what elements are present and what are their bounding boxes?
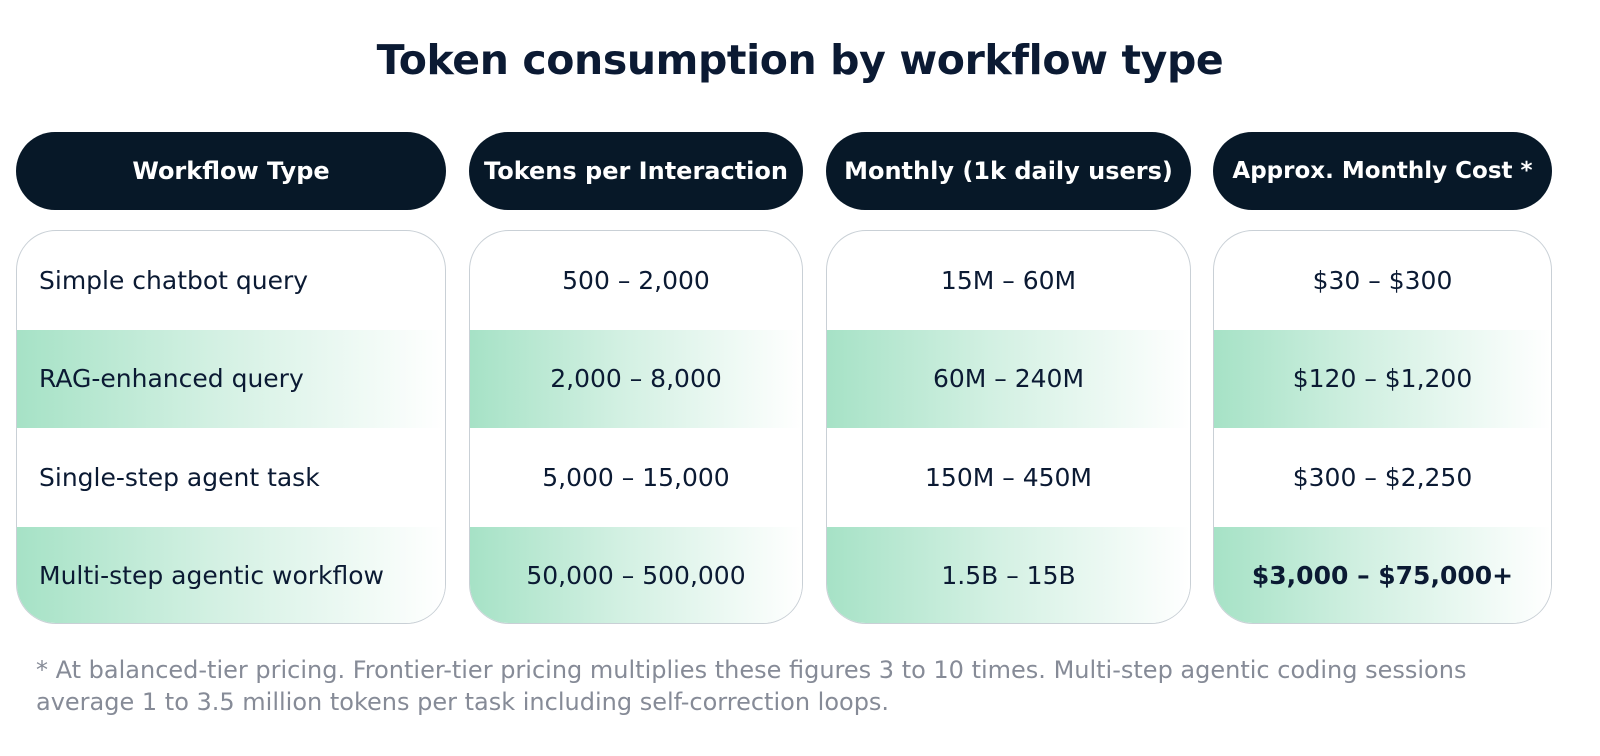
table-cell: Simple chatbot query (39, 265, 309, 295)
column-monthly-tokens: Monthly (1k daily users) 15M – 60M 60M –… (826, 132, 1191, 624)
column-tokens-per-interaction: Tokens per Interaction 500 – 2,000 2,000… (469, 132, 803, 624)
table-cell: 150M – 450M (925, 462, 1092, 492)
table-cell-highlight: $3,000 – $75,000+ (1214, 526, 1551, 623)
footnote: * At balanced-tier pricing. Frontier-tie… (36, 656, 1467, 716)
column-header-tokens-per-interaction: Tokens per Interaction (469, 132, 803, 210)
table-cell: Multi-step agentic workflow (17, 526, 445, 623)
table-cell: $300 – $2,250 (1292, 462, 1473, 492)
table-cell: RAG-enhanced query (17, 329, 445, 428)
column-workflow-type: Workflow Type Simple chatbot query RAG-e… (16, 132, 446, 624)
table-cell: 500 – 2,000 (562, 265, 710, 295)
column-header-monthly-tokens: Monthly (1k daily users) (826, 132, 1191, 210)
table-cell: 60M – 240M (827, 329, 1190, 428)
table-cell: $120 – $1,200 (1214, 329, 1551, 428)
table-cell: Single-step agent task (39, 462, 320, 492)
table-cell: 5,000 – 15,000 (542, 462, 730, 492)
column-body-monthly-tokens: 15M – 60M 60M – 240M 150M – 450M 1.5B – … (826, 230, 1191, 624)
table-cell: 50,000 – 500,000 (470, 526, 802, 623)
column-header-workflow-type: Workflow Type (16, 132, 446, 210)
column-body-workflow-type: Simple chatbot query RAG-enhanced query … (16, 230, 446, 624)
table-cell: 15M – 60M (940, 265, 1077, 295)
column-body-tokens-per-interaction: 500 – 2,000 2,000 – 8,000 5,000 – 15,000… (469, 230, 803, 624)
table-cell: 1.5B – 15B (827, 526, 1190, 623)
table-cell: 2,000 – 8,000 (470, 329, 802, 428)
column-monthly-cost: Approx. Monthly Cost * $30 – $300 $120 –… (1213, 132, 1552, 624)
table-cell: $30 – $300 (1312, 265, 1453, 295)
column-header-monthly-cost: Approx. Monthly Cost * (1213, 132, 1552, 210)
chart-title: Token consumption by workflow type (376, 36, 1224, 84)
column-body-monthly-cost: $30 – $300 $120 – $1,200 $300 – $2,250 $… (1213, 230, 1552, 624)
